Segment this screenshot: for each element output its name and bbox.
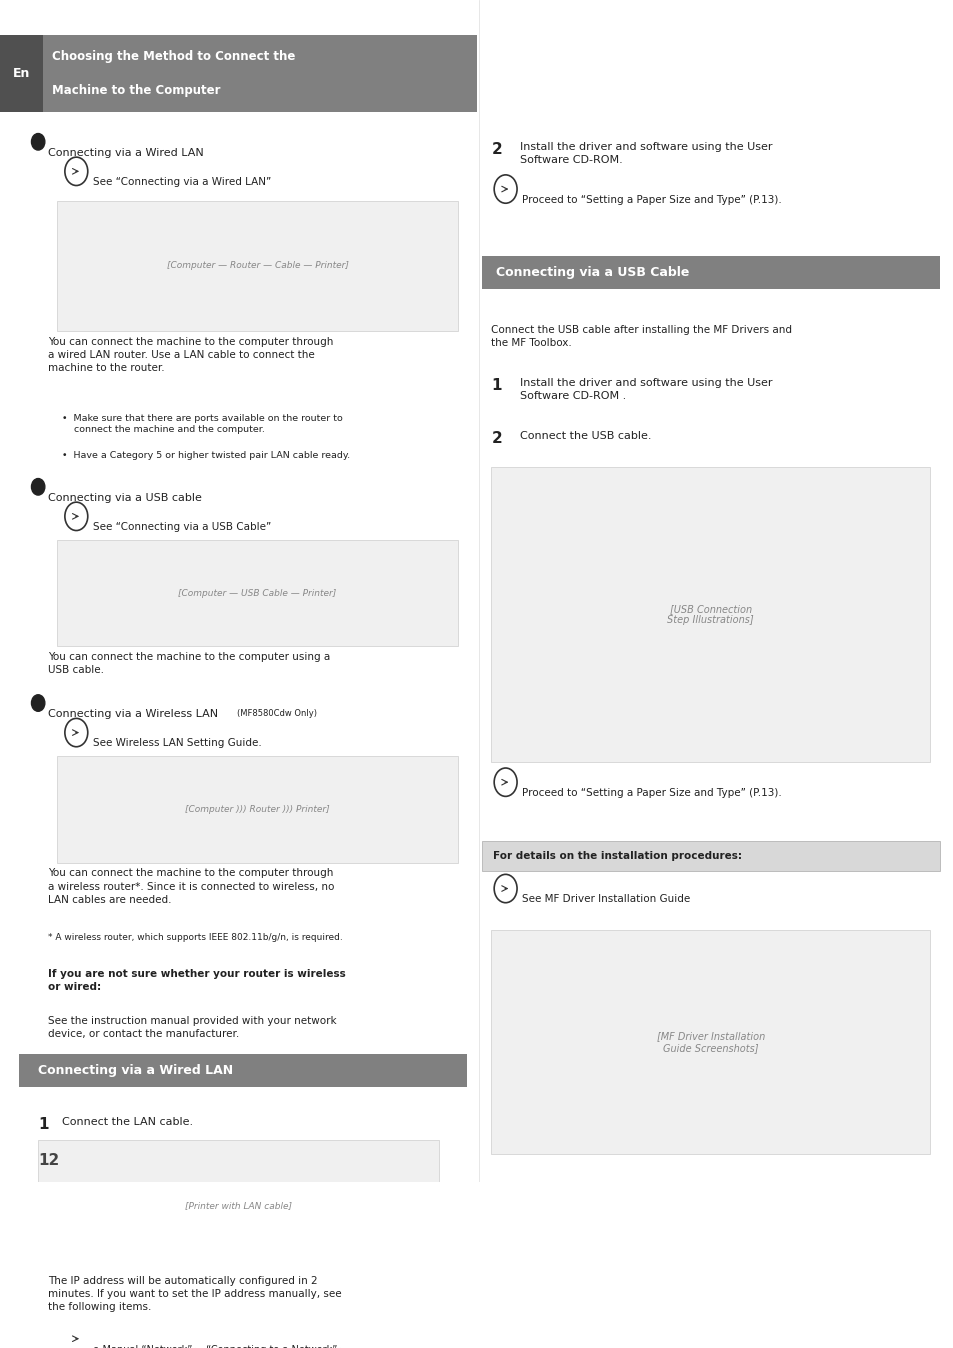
Text: Connecting via a Wired LAN: Connecting via a Wired LAN <box>38 1064 233 1077</box>
FancyBboxPatch shape <box>19 1054 467 1086</box>
Text: Connect the USB cable.: Connect the USB cable. <box>519 431 651 441</box>
FancyBboxPatch shape <box>57 756 457 863</box>
Text: 2: 2 <box>491 142 501 156</box>
Text: Connecting via a USB cable: Connecting via a USB cable <box>48 493 201 503</box>
Text: Connecting via a Wired LAN: Connecting via a Wired LAN <box>48 148 203 158</box>
Text: e-Manual “Network” ► “Connecting to a Network” ►
“Setting IP Addresses”: e-Manual “Network” ► “Connecting to a Ne… <box>92 1344 347 1348</box>
FancyBboxPatch shape <box>57 541 457 646</box>
Text: 1: 1 <box>491 377 501 394</box>
Text: 1: 1 <box>38 1116 49 1131</box>
Circle shape <box>31 133 45 150</box>
Text: See the instruction manual provided with your network
device, or contact the man: See the instruction manual provided with… <box>48 1016 336 1039</box>
Text: You can connect the machine to the computer through
a wired LAN router. Use a LA: You can connect the machine to the compu… <box>48 337 333 373</box>
FancyBboxPatch shape <box>38 1140 438 1270</box>
Text: •  Have a Category 5 or higher twisted pair LAN cable ready.: • Have a Category 5 or higher twisted pa… <box>62 452 350 461</box>
FancyBboxPatch shape <box>43 35 476 112</box>
Text: See “Connecting via a Wired LAN”: See “Connecting via a Wired LAN” <box>92 177 271 187</box>
Text: You can connect the machine to the computer using a
USB cable.: You can connect the machine to the compu… <box>48 652 330 675</box>
Text: •  Make sure that there are ports available on the router to
    connect the mac: • Make sure that there are ports availab… <box>62 414 342 434</box>
FancyBboxPatch shape <box>491 466 929 762</box>
Text: 12: 12 <box>38 1153 59 1167</box>
Text: En: En <box>12 67 30 81</box>
Text: Connecting via a Wireless LAN: Connecting via a Wireless LAN <box>48 709 221 718</box>
Text: [MF Driver Installation
Guide Screenshots]: [MF Driver Installation Guide Screenshot… <box>656 1031 764 1053</box>
Text: Install the driver and software using the User
Software CD-ROM .: Install the driver and software using th… <box>519 377 772 402</box>
Text: If you are not sure whether your router is wireless
or wired:: If you are not sure whether your router … <box>48 969 345 992</box>
Text: Choosing the Method to Connect the: Choosing the Method to Connect the <box>52 50 295 63</box>
Text: [Computer ))) Router ))) Printer]: [Computer ))) Router ))) Printer] <box>185 805 330 814</box>
Text: 2: 2 <box>491 431 501 446</box>
Text: Connect the LAN cable.: Connect the LAN cable. <box>62 1116 193 1127</box>
Text: [USB Connection
Step Illustrations]: [USB Connection Step Illustrations] <box>667 604 753 625</box>
Circle shape <box>31 479 45 495</box>
Text: See Wireless LAN Setting Guide.: See Wireless LAN Setting Guide. <box>92 739 261 748</box>
FancyBboxPatch shape <box>491 930 929 1154</box>
Text: See “Connecting via a USB Cable”: See “Connecting via a USB Cable” <box>92 522 271 532</box>
Text: You can connect the machine to the computer through
a wireless router*. Since it: You can connect the machine to the compu… <box>48 868 334 905</box>
Text: Connect the USB cable after installing the MF Drivers and
the MF Toolbox.: Connect the USB cable after installing t… <box>491 325 792 348</box>
FancyBboxPatch shape <box>57 201 457 330</box>
Text: [Printer with LAN cable]: [Printer with LAN cable] <box>185 1201 292 1209</box>
Text: Proceed to “Setting a Paper Size and Type” (P.13).: Proceed to “Setting a Paper Size and Typ… <box>521 789 781 798</box>
Text: Connecting via a USB Cable: Connecting via a USB Cable <box>496 267 689 279</box>
FancyBboxPatch shape <box>481 841 939 871</box>
Text: Machine to the Computer: Machine to the Computer <box>52 84 221 97</box>
FancyBboxPatch shape <box>481 256 939 290</box>
Text: See MF Driver Installation Guide: See MF Driver Installation Guide <box>521 895 689 905</box>
Text: (MF8580Cdw Only): (MF8580Cdw Only) <box>236 709 316 718</box>
Text: [Computer — USB Cable — Printer]: [Computer — USB Cable — Printer] <box>178 589 336 597</box>
Text: For details on the installation procedures:: For details on the installation procedur… <box>493 851 741 861</box>
Text: Proceed to “Setting a Paper Size and Type” (P.13).: Proceed to “Setting a Paper Size and Typ… <box>521 195 781 205</box>
FancyBboxPatch shape <box>0 35 43 112</box>
Text: The IP address will be automatically configured in 2
minutes. If you want to set: The IP address will be automatically con… <box>48 1277 341 1313</box>
Text: [Computer — Router — Cable — Printer]: [Computer — Router — Cable — Printer] <box>167 262 348 271</box>
Text: Install the driver and software using the User
Software CD-ROM.: Install the driver and software using th… <box>519 142 772 164</box>
Text: * A wireless router, which supports IEEE 802.11b/g/n, is required.: * A wireless router, which supports IEEE… <box>48 933 342 942</box>
Circle shape <box>31 694 45 712</box>
